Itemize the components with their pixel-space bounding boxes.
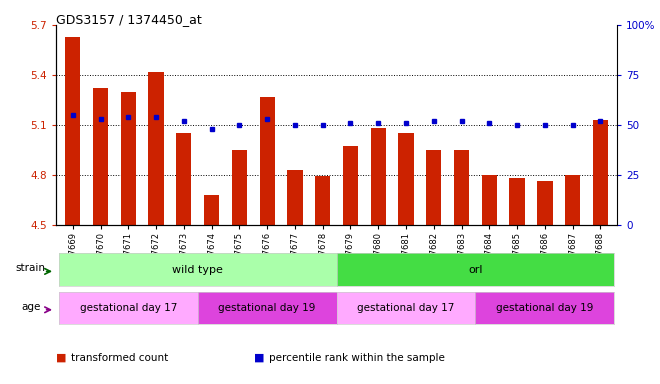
Text: transformed count: transformed count <box>71 353 168 363</box>
Text: wild type: wild type <box>172 265 223 275</box>
Text: orl: orl <box>468 265 482 275</box>
Bar <box>315 176 331 225</box>
Bar <box>287 170 302 225</box>
Bar <box>426 150 442 225</box>
Text: strain: strain <box>16 263 46 273</box>
Bar <box>537 181 552 225</box>
Text: ■: ■ <box>56 353 70 363</box>
Text: GDS3157 / 1374450_at: GDS3157 / 1374450_at <box>56 13 202 26</box>
Bar <box>510 178 525 225</box>
Bar <box>232 150 247 225</box>
Text: age: age <box>21 301 40 311</box>
Bar <box>259 96 275 225</box>
Bar <box>121 91 136 225</box>
Bar <box>343 146 358 225</box>
Text: ■: ■ <box>254 353 268 363</box>
Bar <box>204 195 219 225</box>
Bar <box>93 88 108 225</box>
Bar <box>593 120 608 225</box>
Text: gestational day 19: gestational day 19 <box>496 303 593 313</box>
Text: gestational day 19: gestational day 19 <box>218 303 316 313</box>
Bar <box>176 133 191 225</box>
Bar <box>454 150 469 225</box>
Bar <box>371 128 386 225</box>
Bar <box>65 36 81 225</box>
Bar <box>399 133 414 225</box>
Bar <box>482 175 497 225</box>
Text: percentile rank within the sample: percentile rank within the sample <box>269 353 444 363</box>
Text: gestational day 17: gestational day 17 <box>80 303 177 313</box>
Text: gestational day 17: gestational day 17 <box>357 303 455 313</box>
Bar <box>148 71 164 225</box>
Bar <box>565 175 580 225</box>
